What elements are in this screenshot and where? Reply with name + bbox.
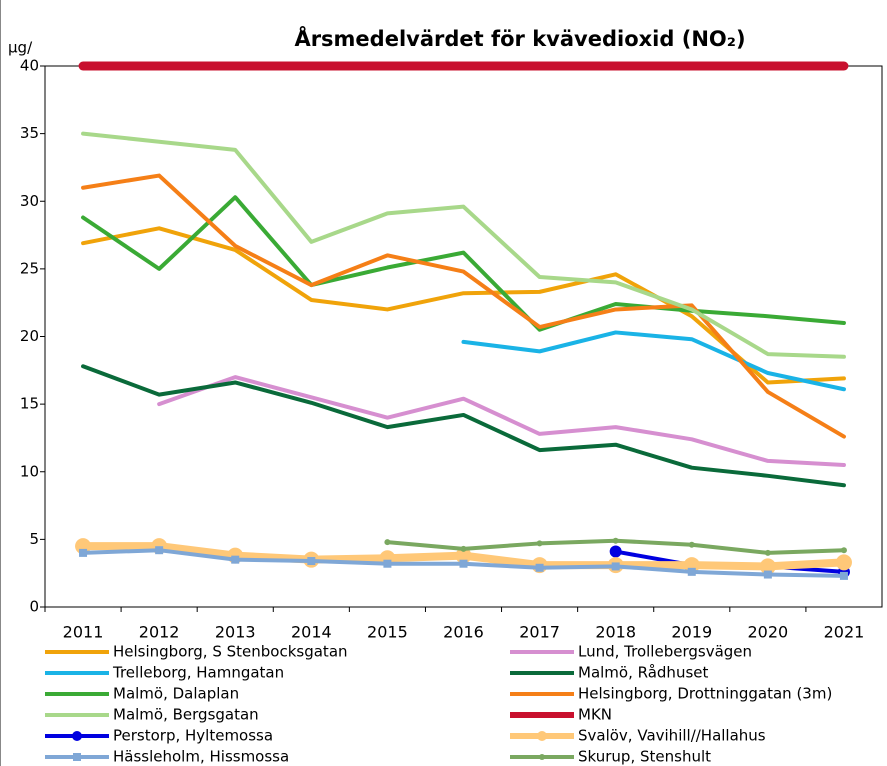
series-line (81, 226, 846, 385)
x-tick-label: 2012 (139, 623, 180, 642)
legend-label: Skurup, Stenshult (578, 748, 711, 766)
plot-frame (44, 65, 883, 608)
point (839, 571, 848, 580)
x-tick-label: 2015 (367, 623, 408, 642)
series-line (81, 131, 846, 359)
y-axis-label: µg/ (8, 39, 33, 57)
legend-label: Helsingborg, Drottninggatan (3m) (578, 685, 832, 703)
series-line (81, 195, 846, 332)
point (764, 549, 771, 556)
x-tick-label: 2017 (519, 623, 560, 642)
point (687, 567, 696, 576)
y-tick-label: 30 (20, 192, 39, 210)
series-line (81, 364, 846, 488)
legend-label: Lund, Trollebergsvägen (578, 643, 752, 661)
y-tick-label: 25 (20, 259, 39, 277)
x-tick-label: 2016 (443, 623, 484, 642)
point (155, 546, 164, 555)
x-tick-label: 2021 (824, 623, 865, 642)
point (455, 547, 472, 564)
legend-label: Perstorp, Hyltemossa (113, 727, 273, 745)
point (307, 557, 316, 566)
legend-marker (539, 754, 545, 760)
point (383, 559, 392, 568)
legend-label: Malmö, Dalaplan (113, 685, 239, 703)
point (384, 539, 391, 546)
point (835, 554, 852, 571)
point (612, 537, 619, 544)
legend-label: Svalöv, Vavihill//Hallahus (578, 727, 766, 745)
y-tick-label: 35 (20, 124, 39, 142)
legend-marker (537, 731, 547, 741)
legend-marker (73, 753, 81, 761)
point (459, 559, 468, 568)
point (536, 540, 543, 547)
point (840, 547, 847, 554)
point (609, 545, 622, 558)
point (535, 563, 544, 572)
x-tick-label: 2014 (291, 623, 332, 642)
y-tick-label: 40 (20, 57, 39, 75)
x-tick-label: 2018 (595, 623, 636, 642)
chart-title: Årsmedelvärdet för kvävedioxid (NO₂) (294, 26, 745, 51)
legend-marker (72, 731, 82, 741)
x-tick-label: 2011 (63, 623, 104, 642)
legend-label: MKN (578, 706, 612, 724)
y-tick-label: 10 (20, 462, 39, 480)
x-tick-label: 2013 (215, 623, 256, 642)
x-tick-label: 2020 (748, 623, 789, 642)
series-line (157, 375, 846, 467)
legend-label: Hässleholm, Hissmossa (113, 748, 289, 766)
point (460, 545, 467, 552)
legend-label: Malmö, Rådhuset (578, 664, 708, 682)
point (79, 548, 88, 557)
y-tick-label: 0 (29, 598, 39, 616)
legend-label: Trelleborg, Hamngatan (112, 664, 284, 682)
point (763, 570, 772, 579)
point (611, 562, 620, 571)
point (231, 555, 240, 564)
y-tick-label: 20 (20, 327, 39, 345)
legend-label: Malmö, Bergsgatan (113, 706, 259, 724)
x-tick-label: 2019 (671, 623, 712, 642)
series-line (81, 173, 846, 439)
point (688, 541, 695, 548)
y-tick-label: 5 (29, 530, 39, 548)
legend-label: Helsingborg, S Stenbocksgatan (113, 643, 348, 661)
y-tick-label: 15 (20, 395, 39, 413)
series-line (461, 330, 846, 392)
point (759, 558, 776, 575)
